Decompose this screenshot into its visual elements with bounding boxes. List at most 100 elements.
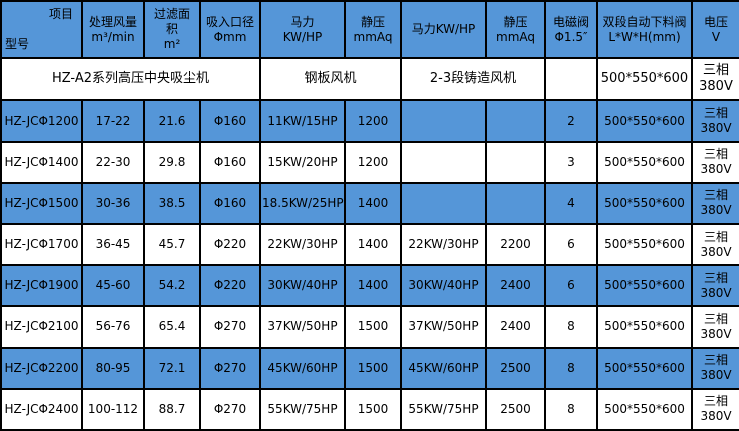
voltage-value-cell: 三相 380V	[691, 223, 739, 267]
filter-area-cell: 38.5	[143, 181, 201, 226]
filter-area-cell: 72.1	[143, 346, 201, 390]
filter-area-cell: 21.6	[143, 99, 201, 143]
solenoid-valve-cell: 8	[544, 346, 598, 390]
subheader-row: HZ-A2系列高压中央吸尘机 钢板风机 2-3段铸造风机 500*550*600…	[0, 57, 739, 102]
solenoid-valve-cell: 2	[544, 99, 598, 143]
voltage-value-cell: 三相 380V	[691, 264, 739, 308]
steel-fan-power-cell: 22KW/30HP	[259, 223, 346, 267]
diagonal-label-item: 项目	[48, 7, 73, 21]
table-row: HZ-JCΦ1700 36-45 45.7 Φ220 22KW/30HP 140…	[0, 223, 739, 267]
filter-area-cell: 88.7	[143, 387, 201, 431]
airflow-cell: 45-60	[81, 264, 145, 308]
airflow-cell: 100-112	[81, 387, 145, 431]
solenoid-valve-cell: 3	[544, 140, 598, 184]
model-cell: HZ-JCΦ1900	[0, 264, 83, 308]
cast-fan-power-cell	[400, 181, 487, 226]
solenoid-valve-cell: 6	[544, 223, 598, 267]
discharge-valve-cell: 500*550*600	[596, 346, 693, 390]
col-header-filter-area: 过滤面 积 m²	[143, 0, 201, 60]
airflow-cell: 17-22	[81, 99, 145, 143]
col-header-steel-fan-pressure: 静压 mmAq	[344, 0, 402, 60]
discharge-valve-cell: 500*550*600	[596, 223, 693, 267]
cast-fan-pressure-cell	[485, 181, 546, 226]
col-header-solenoid-valve: 电磁阀 Φ1.5″	[544, 0, 598, 60]
steel-fan-pressure-cell: 1500	[344, 387, 402, 431]
cast-fan-pressure-cell: 2500	[485, 387, 546, 431]
steel-fan-title-cell: 钢板风机	[259, 57, 402, 102]
model-cell: HZ-JCΦ2400	[0, 387, 83, 431]
table-row: HZ-JCΦ2100 56-76 65.4 Φ270 37KW/50HP 150…	[0, 305, 739, 349]
table-row: HZ-JCΦ2400 100-112 88.7 Φ270 55KW/75HP 1…	[0, 387, 739, 431]
airflow-cell: 80-95	[81, 346, 145, 390]
voltage-value-cell: 三相 380V	[691, 99, 739, 143]
cast-fan-power-cell: 37KW/50HP	[400, 305, 487, 349]
cast-fan-power-cell: 30KW/40HP	[400, 264, 487, 308]
steel-fan-power-cell: 18.5KW/25HP	[259, 181, 346, 226]
table-row: HZ-JCΦ1400 22-30 29.8 Φ160 15KW/20HP 120…	[0, 140, 739, 184]
airflow-cell: 22-30	[81, 140, 145, 184]
voltage-value-cell: 三相 380V	[691, 346, 739, 390]
cast-fan-power-cell: 45KW/60HP	[400, 346, 487, 390]
filter-area-cell: 65.4	[143, 305, 201, 349]
model-cell: HZ-JCΦ1400	[0, 140, 83, 184]
table-row: HZ-JCΦ1200 17-22 21.6 Φ160 11KW/15HP 120…	[0, 99, 739, 143]
diagonal-header-cell: 项目 型号	[0, 0, 83, 60]
valve-empty-cell	[544, 57, 598, 102]
airflow-cell: 30-36	[81, 181, 145, 226]
cast-fan-pressure-cell	[485, 140, 546, 184]
cast-fan-power-cell: 22KW/30HP	[400, 223, 487, 267]
steel-fan-pressure-cell: 1400	[344, 181, 402, 226]
voltage-value-cell: 三相 380V	[691, 305, 739, 349]
discharge-valve-cell: 500*550*600	[596, 264, 693, 308]
inlet-diameter-cell: Φ270	[199, 305, 261, 349]
filter-area-cell: 54.2	[143, 264, 201, 308]
discharge-valve-cell: 500*550*600	[596, 99, 693, 143]
cast-fan-pressure-cell: 2400	[485, 264, 546, 308]
cast-fan-title-cell: 2-3段铸造风机	[400, 57, 546, 102]
voltage-value-cell: 三相 380V	[691, 181, 739, 226]
inlet-diameter-cell: Φ160	[199, 181, 261, 226]
filter-area-cell: 29.8	[143, 140, 201, 184]
table-row: HZ-JCΦ1900 45-60 54.2 Φ220 30KW/40HP 140…	[0, 264, 739, 308]
series-title-cell: HZ-A2系列高压中央吸尘机	[0, 57, 261, 102]
col-header-airflow: 处理风量 m³/min	[81, 0, 145, 60]
steel-fan-power-cell: 45KW/60HP	[259, 346, 346, 390]
steel-fan-pressure-cell: 1500	[344, 305, 402, 349]
voltage-value-cell: 三相 380V	[691, 387, 739, 431]
solenoid-valve-cell: 8	[544, 305, 598, 349]
cast-fan-power-cell	[400, 99, 487, 143]
feeder-size-cell: 500*550*600	[596, 57, 693, 102]
table-row: HZ-JCΦ2200 80-95 72.1 Φ270 45KW/60HP 150…	[0, 346, 739, 390]
steel-fan-pressure-cell: 1200	[344, 99, 402, 143]
cast-fan-pressure-cell	[485, 99, 546, 143]
cast-fan-pressure-cell: 2200	[485, 223, 546, 267]
inlet-diameter-cell: Φ270	[199, 387, 261, 431]
solenoid-valve-cell: 8	[544, 387, 598, 431]
diagonal-label-model: 型号	[5, 37, 30, 52]
cast-fan-pressure-cell: 2500	[485, 346, 546, 390]
filter-area-cell: 45.7	[143, 223, 201, 267]
cast-fan-power-cell	[400, 140, 487, 184]
steel-fan-power-cell: 15KW/20HP	[259, 140, 346, 184]
steel-fan-pressure-cell: 1500	[344, 346, 402, 390]
inlet-diameter-cell: Φ270	[199, 346, 261, 390]
discharge-valve-cell: 500*550*600	[596, 387, 693, 431]
steel-fan-power-cell: 30KW/40HP	[259, 264, 346, 308]
table-row: HZ-JCΦ1500 30-36 38.5 Φ160 18.5KW/25HP 1…	[0, 181, 739, 226]
model-cell: HZ-JCΦ1200	[0, 99, 83, 143]
airflow-cell: 56-76	[81, 305, 145, 349]
inlet-diameter-cell: Φ220	[199, 264, 261, 308]
solenoid-valve-cell: 4	[544, 181, 598, 226]
inlet-diameter-cell: Φ160	[199, 99, 261, 143]
airflow-cell: 36-45	[81, 223, 145, 267]
model-cell: HZ-JCΦ1500	[0, 181, 83, 226]
cast-fan-power-cell: 55KW/75HP	[400, 387, 487, 431]
col-header-discharge-valve: 双段自动下料阀 L*W*H(mm)	[596, 0, 693, 60]
col-header-voltage: 电压 V	[691, 0, 739, 60]
solenoid-valve-cell: 6	[544, 264, 598, 308]
voltage-value-cell: 三相 380V	[691, 140, 739, 184]
steel-fan-pressure-cell: 1400	[344, 264, 402, 308]
